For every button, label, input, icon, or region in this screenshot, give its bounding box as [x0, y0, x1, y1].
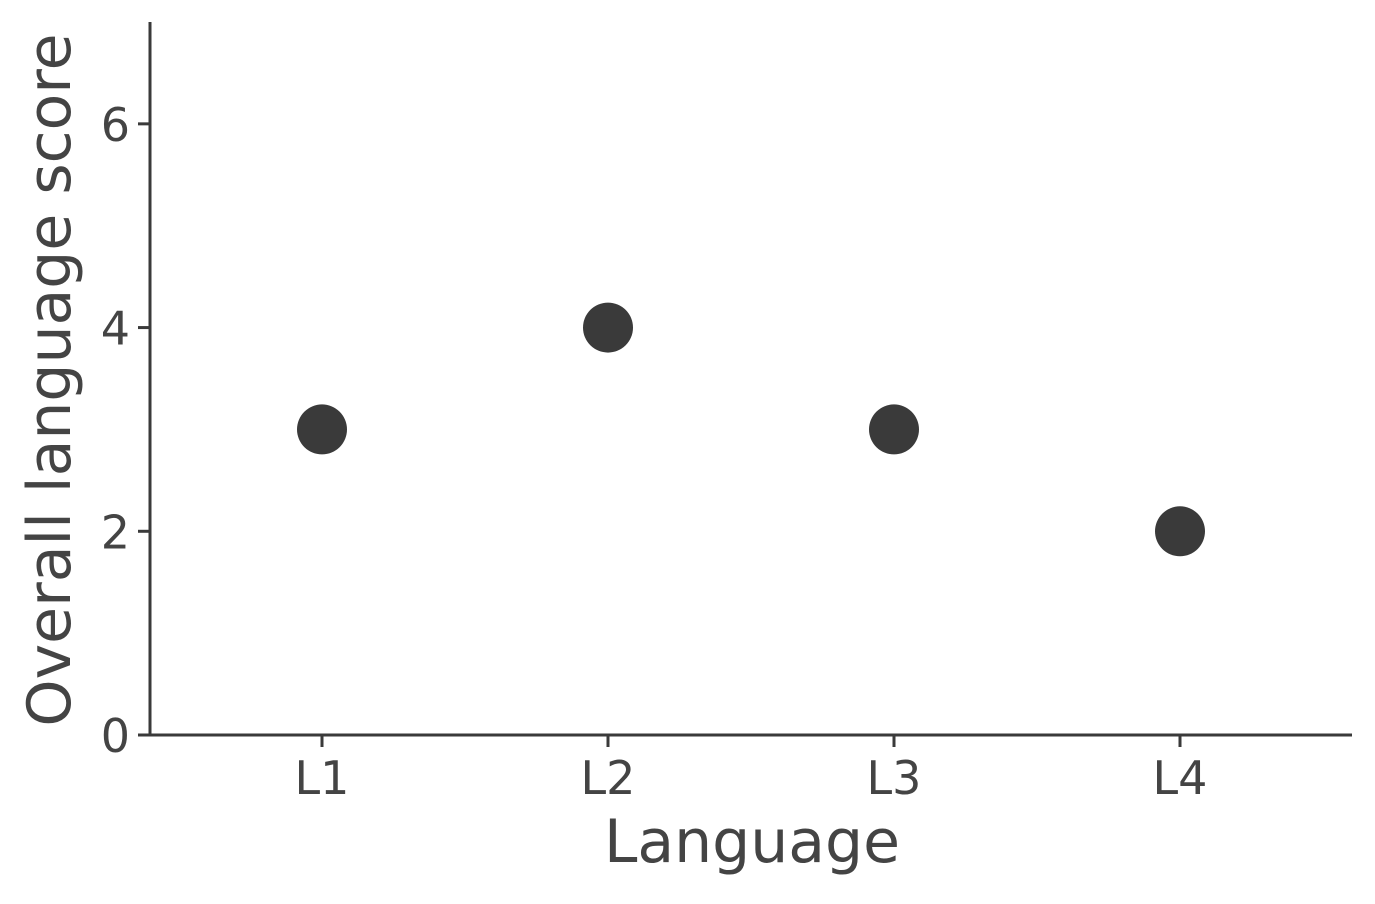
- x-tick-label: L3: [867, 751, 922, 805]
- data-point-l2: [583, 303, 633, 353]
- x-axis-ticks: L1 L2 L3 L4: [295, 735, 1208, 805]
- y-tick-label: 0: [101, 709, 130, 763]
- y-axis-title: Overall language score: [15, 33, 85, 726]
- y-tick-label: 2: [101, 505, 130, 559]
- x-axis-title: Language: [604, 807, 900, 877]
- data-point-l4: [1155, 506, 1205, 556]
- data-point-l1: [297, 404, 347, 454]
- data-point-l3: [869, 404, 919, 454]
- y-axis-ticks: 0 2 4 6: [101, 98, 150, 763]
- x-tick-label: L2: [581, 751, 636, 805]
- x-tick-label: L1: [295, 751, 350, 805]
- marks-layer: [297, 303, 1205, 557]
- y-tick-label: 6: [101, 98, 130, 152]
- y-tick-label: 4: [101, 302, 130, 356]
- x-tick-label: L4: [1153, 751, 1208, 805]
